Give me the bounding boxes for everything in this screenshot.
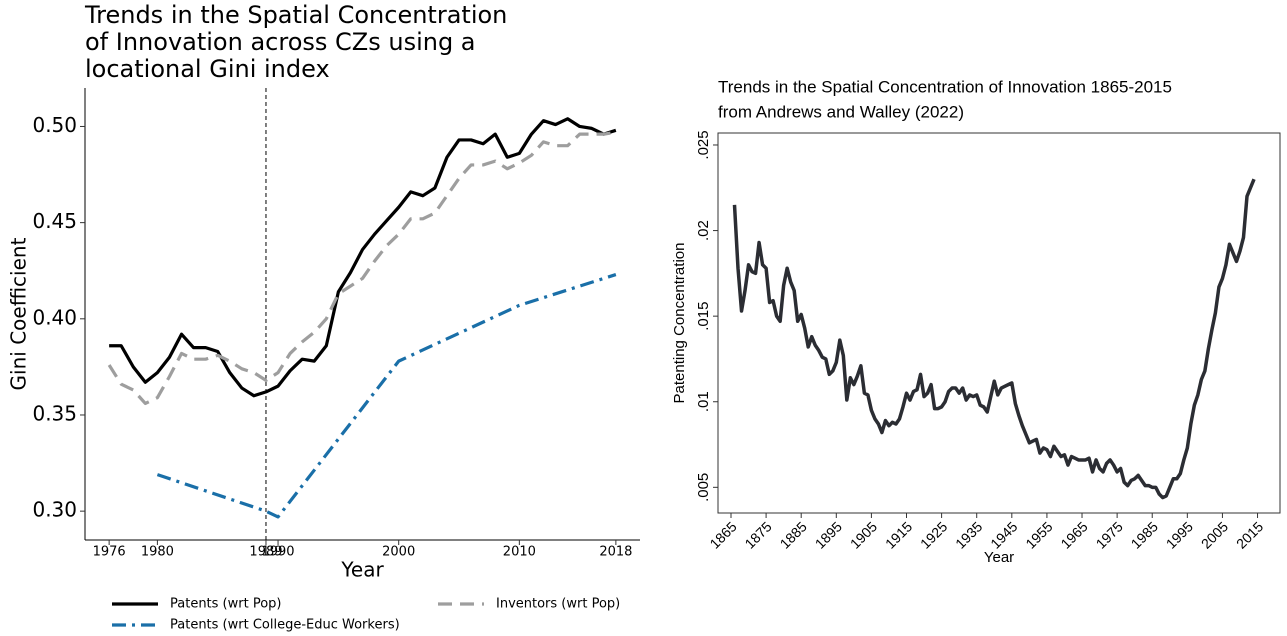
x-tick-label: 1915 <box>882 518 915 551</box>
x-tick-label: 1885 <box>777 518 810 551</box>
x-tick-label: 2005 <box>1198 518 1231 551</box>
series-line <box>109 117 617 398</box>
y-tick-label: .01 <box>695 391 712 412</box>
y-axis-label: Patenting Concentration <box>671 243 688 404</box>
series-line <box>732 178 1256 500</box>
x-tick-label: 1875 <box>741 518 774 551</box>
x-tick-label: 2010 <box>503 545 536 560</box>
y-tick-label: .02 <box>695 220 712 241</box>
chart-title: Trends in the Spatial Concentration <box>84 1 507 29</box>
series-line <box>156 273 617 519</box>
y-tick-label: 0.30 <box>32 498 77 522</box>
y-tick-label: .025 <box>695 130 712 159</box>
x-tick-label: 1955 <box>1022 518 1055 551</box>
x-tick-label: 1905 <box>847 518 880 551</box>
y-tick-label: 0.50 <box>32 113 77 137</box>
x-axis-label: Year <box>340 558 384 582</box>
x-tick-label: 1985 <box>1128 518 1161 551</box>
y-tick-label: 0.35 <box>32 401 77 425</box>
x-tick-label: 1965 <box>1057 518 1090 551</box>
chart-title: locational Gini index <box>85 55 330 83</box>
x-tick-label: 1990 <box>261 545 294 560</box>
x-tick-label: 1865 <box>706 518 739 551</box>
legend-label: Patents (wrt College-Educ Workers) <box>170 618 400 633</box>
x-tick-label: 1935 <box>952 518 985 551</box>
y-axis-label: Gini Coefficient <box>7 237 31 390</box>
legend-label: Inventors (wrt Pop) <box>496 597 620 612</box>
x-tick-label: 2018 <box>599 545 632 560</box>
x-tick-label: 1995 <box>1163 518 1196 551</box>
chart-title: from Andrews and Walley (2022) <box>718 102 964 121</box>
x-axis-label: Year <box>984 549 1014 566</box>
series-line <box>107 130 617 406</box>
y-tick-label: 0.40 <box>32 305 77 329</box>
chart-title: Trends in the Spatial Concentration of I… <box>718 77 1172 96</box>
x-tick-label: 1989 <box>249 545 282 560</box>
y-tick-label: .005 <box>695 473 712 502</box>
x-tick-label: 1975 <box>1093 518 1126 551</box>
x-tick-label: 1925 <box>917 518 950 551</box>
y-tick-label: .015 <box>695 302 712 331</box>
x-tick-label: 2015 <box>1233 518 1266 551</box>
x-tick-label: 1895 <box>812 518 845 551</box>
y-tick-label: 0.45 <box>32 209 77 233</box>
chart-title: of Innovation across CZs using a <box>85 28 476 56</box>
x-tick-label: 1976 <box>93 545 126 560</box>
x-tick-label: 1945 <box>987 518 1020 551</box>
plot-frame <box>717 132 1281 514</box>
x-tick-label: 2000 <box>382 545 415 560</box>
legend-label: Patents (wrt Pop) <box>170 597 282 612</box>
chart-panel: Trends in the Spatial Concentration of I… <box>671 77 1281 566</box>
x-tick-label: 1980 <box>141 545 174 560</box>
